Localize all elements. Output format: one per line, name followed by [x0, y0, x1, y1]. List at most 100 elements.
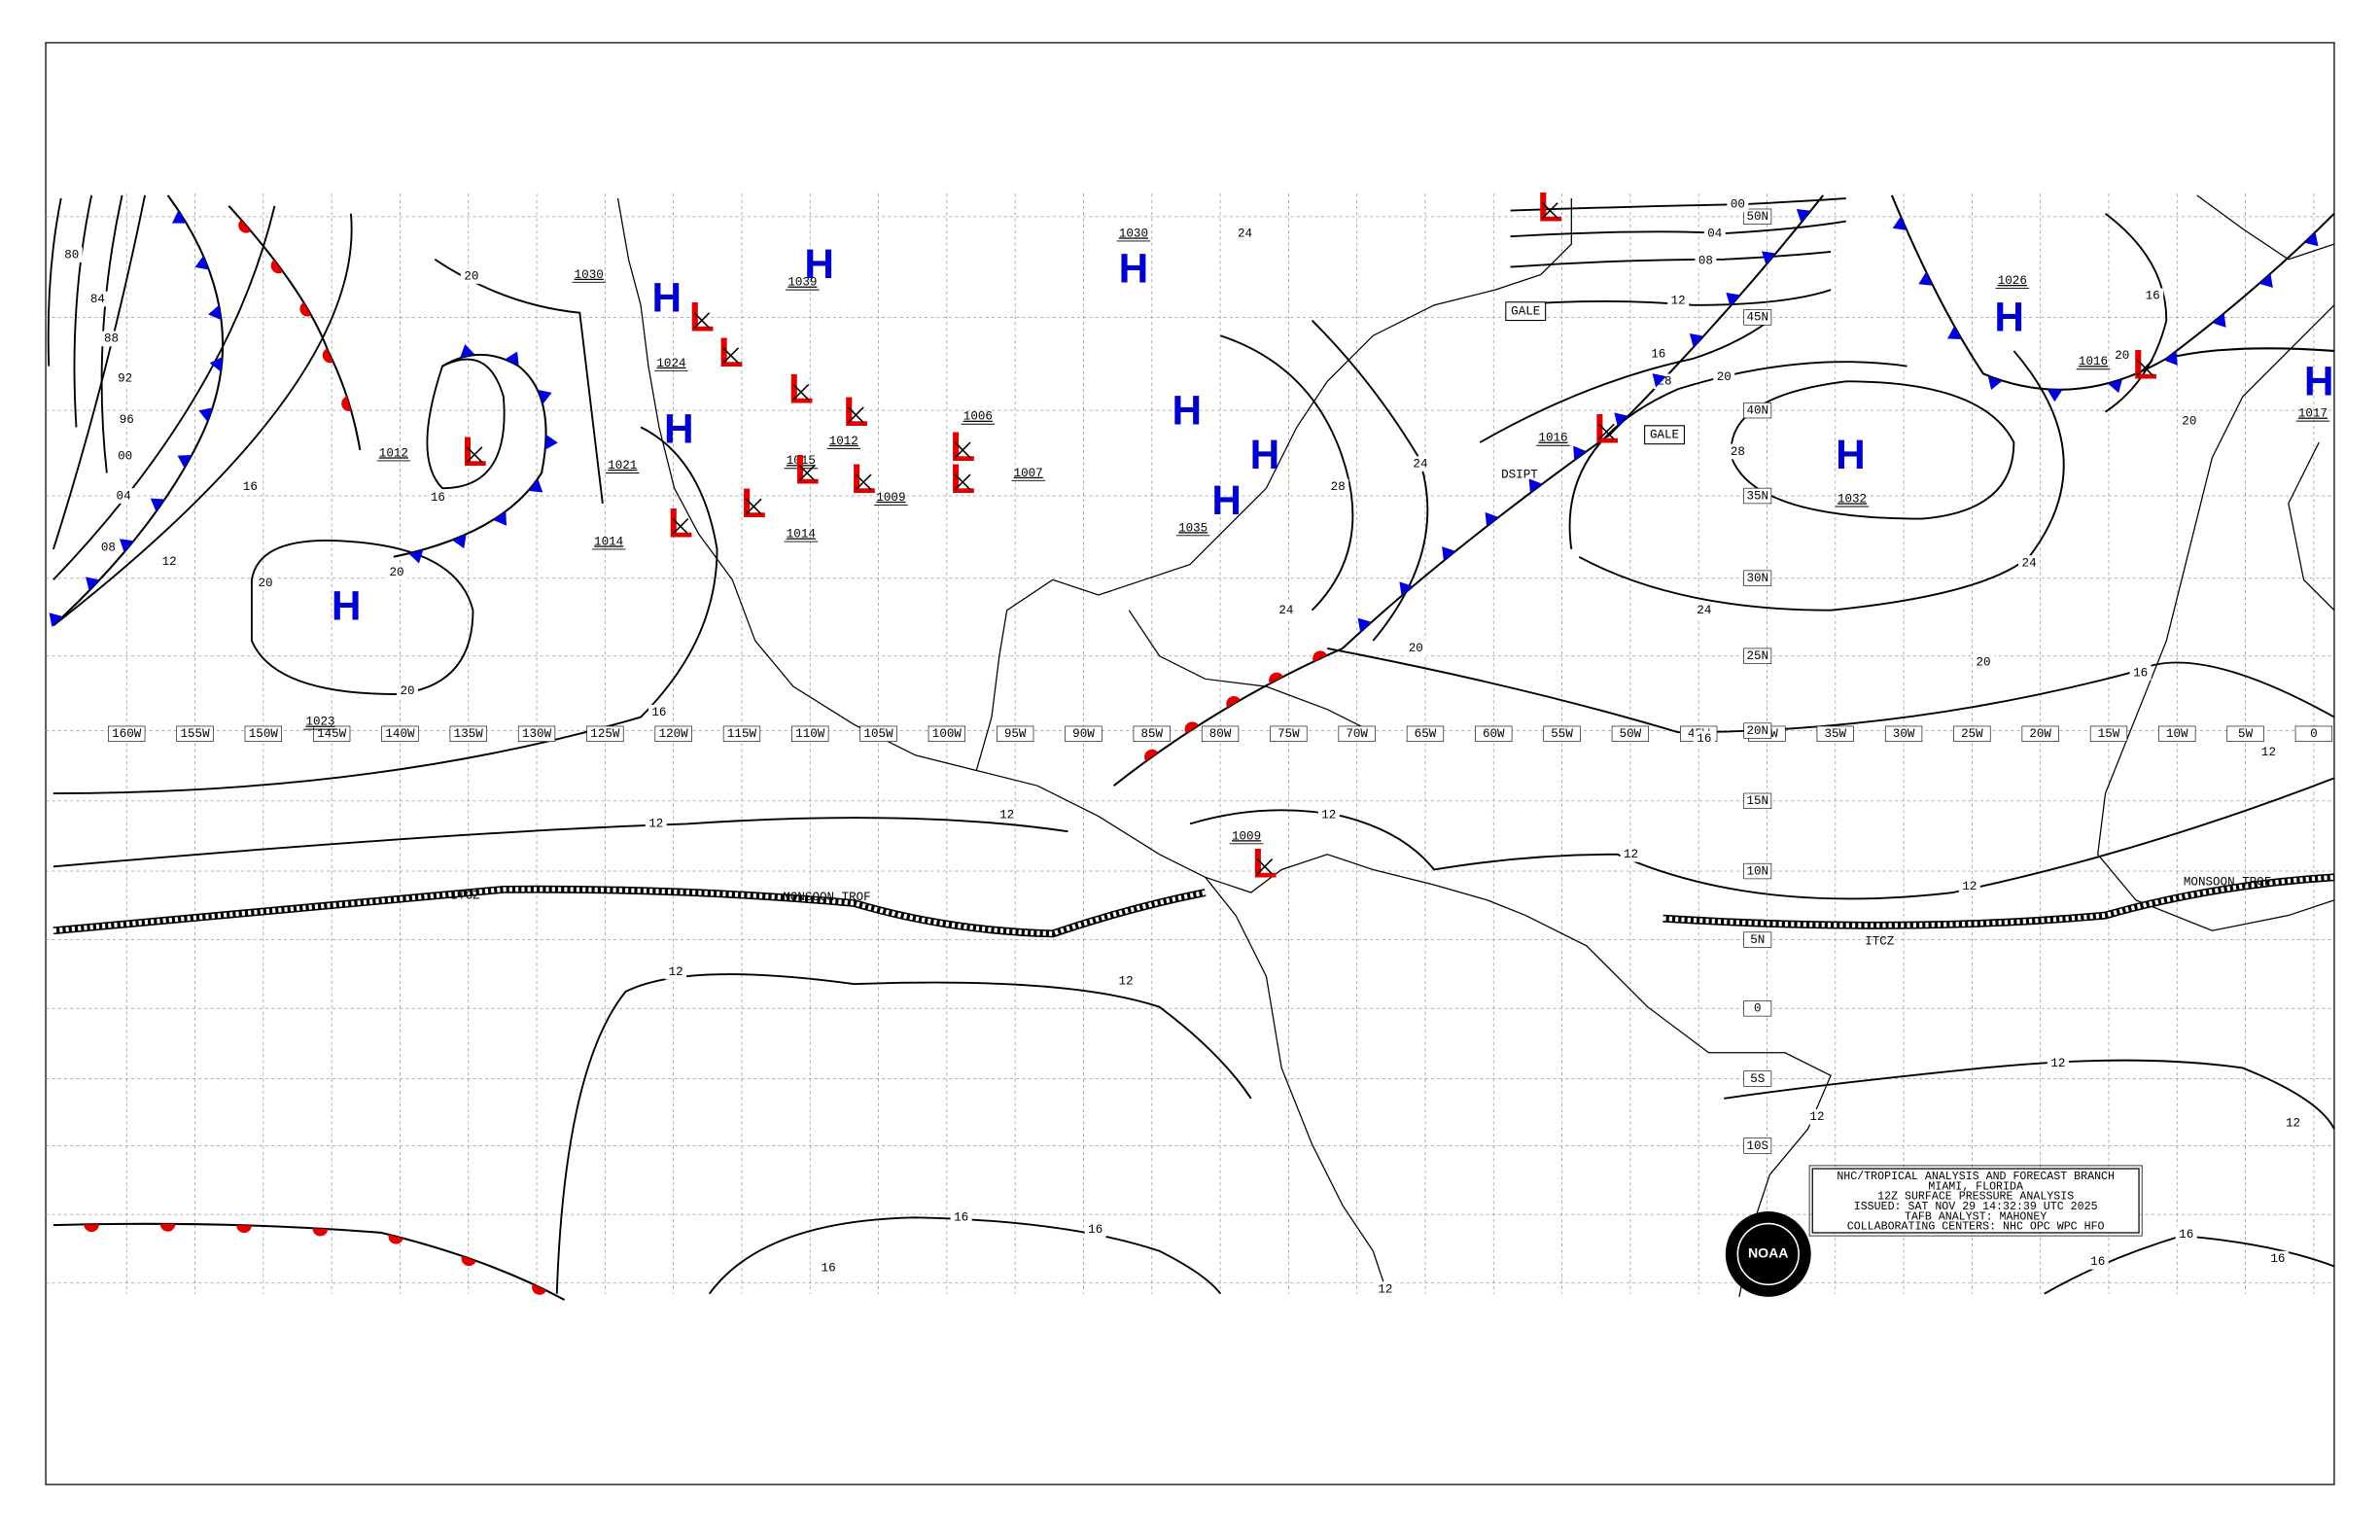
- lon-label: 70W: [1346, 727, 1368, 741]
- isobar-label-bg: [114, 448, 136, 465]
- isobar-label-bg: [2111, 347, 2133, 364]
- isobar-label: 16: [1697, 732, 1711, 746]
- isobar-label-bg: [113, 488, 135, 504]
- lon-label-box: [1543, 725, 1581, 742]
- warm-front-semicircle: [461, 1255, 476, 1267]
- high-center: H: [332, 582, 362, 628]
- cold-front-triangle: [177, 454, 192, 469]
- warm-front-semicircle: [236, 1225, 252, 1234]
- low-marker: [745, 498, 762, 515]
- cold-front-triangle: [452, 534, 467, 549]
- lon-label-box: [2294, 725, 2333, 742]
- lon-label: 160W: [112, 727, 142, 741]
- info-box: [1808, 1165, 2143, 1237]
- lon-label-box: [586, 725, 624, 742]
- isobar-label-bg: [1317, 807, 1340, 822]
- lon-label-box: [1953, 725, 1991, 742]
- lat-label-box: [1743, 862, 1772, 880]
- isobar-label-bg: [255, 575, 277, 591]
- lat-label-box: [1743, 487, 1772, 505]
- isobar-label-bg: [1695, 253, 1717, 269]
- cold-front-triangle: [1357, 617, 1372, 633]
- low-marker: [792, 383, 810, 401]
- pressure-label: 1016: [2079, 355, 2108, 368]
- cold-front-triangle: [460, 343, 475, 358]
- lon-label-box: [176, 725, 214, 742]
- isobar-label: 24: [1697, 604, 1711, 617]
- cold-front-triangle: [1796, 209, 1811, 224]
- isobar-label-bg: [818, 1260, 840, 1276]
- lat-label: 30N: [1746, 572, 1768, 585]
- warm-front-semicircle: [238, 219, 252, 233]
- isobar-label-bg: [2142, 288, 2164, 304]
- isobar-label-bg: [1805, 1108, 1828, 1125]
- lat-label-box: [1743, 208, 1772, 225]
- isobar-label: 16: [431, 491, 445, 505]
- isobar-label-bg: [2282, 1115, 2304, 1131]
- pressure-label: 1032: [1838, 492, 1867, 506]
- isobar-label: 24: [2022, 556, 2037, 570]
- isobar-label-bg: [665, 963, 687, 980]
- lon-label-box: [928, 725, 966, 742]
- info-line: 12Z SURFACE PRESSURE ANALYSIS: [1877, 1191, 2074, 1204]
- cold-front-triangle: [1652, 373, 1667, 388]
- low-center: L: [718, 330, 744, 375]
- low-center: L: [788, 366, 814, 411]
- lat-label: 20N: [1746, 724, 1768, 738]
- cold-front-triangle: [493, 510, 508, 526]
- cold-front-triangle: [2163, 351, 2178, 366]
- pressure-label: 1014: [787, 528, 816, 542]
- isobar-label-bg: [1727, 443, 1749, 460]
- isobar-label: 16: [2133, 666, 2148, 680]
- lat-label-box: [1743, 722, 1772, 739]
- isobar-label: 12: [162, 555, 177, 569]
- feature-label: GALE: [1511, 304, 1540, 318]
- cold-front-triangle: [1689, 332, 1704, 348]
- noaa-logo: NOAA: [1725, 1210, 1811, 1297]
- lon-label: 110W: [795, 727, 825, 741]
- pressure-label: 1007: [1014, 467, 1043, 480]
- lon-label: 100W: [932, 727, 962, 741]
- isobar-label-bg: [1409, 456, 1431, 472]
- warm-front-semicircle: [312, 1228, 329, 1237]
- pressure-label: 1030: [575, 268, 604, 282]
- isobar-label-bg: [2129, 665, 2152, 681]
- low-marker: [855, 473, 872, 491]
- low-marker: [722, 347, 740, 365]
- low-center: L: [462, 429, 487, 474]
- lon-label-box: [1475, 725, 1513, 742]
- warm-front-semicircle: [1269, 672, 1283, 684]
- pressure-label: 1012: [379, 446, 408, 460]
- low-center: L: [689, 295, 715, 340]
- isobar-label: 16: [1651, 347, 1665, 361]
- info-line: MIAMI, FLORIDA: [1928, 1180, 2023, 1193]
- isobar-label-bg: [1275, 602, 1297, 618]
- isobar-label: 04: [1707, 227, 1722, 240]
- isobar-label: 08: [1698, 255, 1713, 268]
- cold-front-triangle: [1573, 445, 1587, 461]
- lat-label-box: [1743, 1000, 1772, 1017]
- cold-front-triangle: [150, 498, 165, 512]
- isobar-label: 16: [243, 480, 258, 494]
- lon-label-box: [654, 725, 692, 742]
- lat-label-box: [1743, 931, 1772, 948]
- warm-front-semicircle: [1184, 721, 1199, 734]
- isobar-label: 20: [2182, 414, 2196, 428]
- isobar-label-bg: [87, 291, 109, 307]
- low-center: L: [950, 424, 975, 470]
- isobar-label: 12: [648, 818, 663, 831]
- low-marker: [1256, 858, 1274, 875]
- isobar-label-bg: [1234, 226, 1256, 241]
- isobar-label: 12: [669, 965, 683, 979]
- isobar-label-bg: [386, 564, 407, 580]
- lon-label-box: [1338, 725, 1376, 742]
- isobar-label-bg: [1693, 602, 1715, 618]
- isobar-label-bg: [2178, 413, 2200, 429]
- isobar-label: 12: [2261, 746, 2276, 759]
- feature-label: ITCZ: [451, 889, 481, 902]
- isobar-label-bg: [1958, 878, 1980, 894]
- isobar-label: 12: [999, 808, 1014, 822]
- lon-label-box: [244, 725, 282, 742]
- isobar-label: 00: [1731, 198, 1745, 212]
- isobar-label: 16: [2270, 1252, 2285, 1266]
